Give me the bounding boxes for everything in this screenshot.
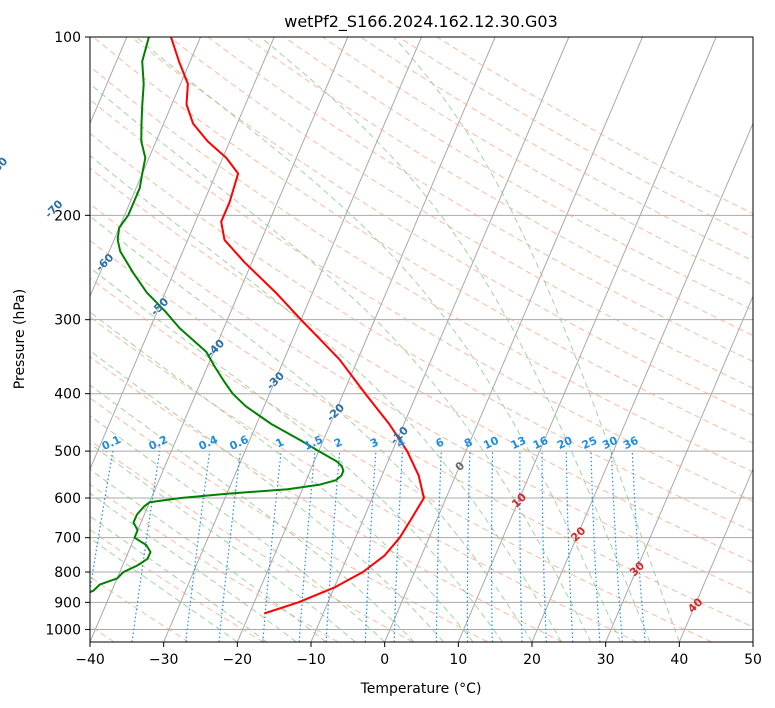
isotherm-line xyxy=(678,467,753,642)
y-tick-label: 500 xyxy=(54,444,81,460)
moist-adiabat-line xyxy=(90,537,238,642)
y-axis: 100 200 300 400 500 600 700 800 900 1000 xyxy=(45,30,90,638)
isotherm-line xyxy=(457,37,717,642)
mixing-ratio-line xyxy=(262,451,282,642)
moist-adiabat-line xyxy=(90,515,268,642)
moist-adiabat-line xyxy=(90,468,327,642)
plot-frame xyxy=(89,36,754,643)
temperature-profile-line xyxy=(170,37,425,615)
dry-adiabat-line xyxy=(90,167,753,563)
chart-title: wetPf2_S166.2024.162.12.30.G03 xyxy=(284,12,558,32)
x-tick-label: 20 xyxy=(523,652,541,668)
mixing-ratio-line xyxy=(298,451,316,642)
mixing-ratio-label: 13 xyxy=(509,434,528,452)
mixing-ratio-label: 16 xyxy=(531,434,551,452)
moist-adiabat-line xyxy=(135,37,621,642)
x-tick-label: 30 xyxy=(597,652,615,668)
mixing-ratio-line xyxy=(131,451,161,642)
dry-adiabat-label: -80 xyxy=(0,154,11,177)
dry-adiabat-line xyxy=(90,239,753,628)
dewpoint-profile-line xyxy=(90,37,345,594)
mixing-ratio-label: 36 xyxy=(621,434,641,452)
dry-adiabat-line xyxy=(90,277,712,642)
mixing-ratio-label: 25 xyxy=(580,434,599,452)
isobar-grid xyxy=(90,37,753,630)
isotherm-line xyxy=(90,37,201,298)
mixing-ratio-line xyxy=(90,450,114,594)
x-tick-label: 0 xyxy=(380,652,389,668)
x-tick-label: 10 xyxy=(449,652,467,668)
moist-adiabat-line xyxy=(90,384,415,642)
x-axis: −40 −30 −20 −10 0 10 20 30 40 50 xyxy=(75,642,762,668)
dry-adiabat-line xyxy=(131,37,753,416)
x-tick-label: −20 xyxy=(223,652,253,668)
moist-adiabat-line xyxy=(90,155,562,642)
x-tick-label: −10 xyxy=(296,652,326,668)
x-tick-label: 50 xyxy=(744,652,762,668)
isotherm-line xyxy=(163,37,422,642)
x-tick-label: −30 xyxy=(149,652,179,668)
dry-adiabat-line xyxy=(90,316,638,642)
mixing-ratio-lines xyxy=(90,450,646,642)
moist-adiabat-line xyxy=(90,492,297,642)
moist-adiabat-line xyxy=(90,415,386,642)
moist-adiabat-line xyxy=(90,350,444,642)
mixing-ratio-label: 30 xyxy=(600,434,620,452)
y-tick-label: 700 xyxy=(54,531,81,547)
moist-adiabat-line xyxy=(90,311,474,642)
dry-adiabat-line xyxy=(90,132,753,532)
dry-adiabat-line xyxy=(90,203,753,595)
mixing-ratio-line xyxy=(631,451,646,642)
mixing-ratio-line xyxy=(185,451,211,642)
dry-adiabat-line xyxy=(283,37,753,311)
y-tick-label: 200 xyxy=(54,208,81,224)
x-tick-label: 40 xyxy=(670,652,688,668)
y-tick-label: 900 xyxy=(54,595,81,611)
dry-adiabat-line xyxy=(90,483,339,642)
moist-adiabat-line xyxy=(260,37,651,642)
x-tick-label: −40 xyxy=(75,652,105,668)
y-tick-label: 1000 xyxy=(45,622,81,638)
dry-adiabat-line xyxy=(90,529,264,642)
moist-adiabat-line xyxy=(90,215,533,642)
isotherm-line xyxy=(605,295,753,642)
isotherm-line xyxy=(90,37,349,642)
isotherm-line xyxy=(384,37,643,642)
x-axis-title: Temperature (°C) xyxy=(360,681,482,697)
y-tick-label: 100 xyxy=(54,30,81,46)
dry-adiabat-line xyxy=(92,37,753,444)
dry-adiabat-line xyxy=(245,37,753,337)
dry-adiabat-line xyxy=(90,356,563,642)
isotherm-line xyxy=(90,37,275,471)
isotherm-line xyxy=(236,37,496,642)
mixing-ratio-line xyxy=(218,451,242,642)
moist-adiabat-lines xyxy=(90,37,680,642)
moist-adiabat-line xyxy=(393,37,680,642)
y-tick-label: 300 xyxy=(54,313,81,329)
dry-adiabat-line xyxy=(90,98,753,502)
y-tick-label: 400 xyxy=(54,387,81,403)
moist-adiabat-line xyxy=(90,267,503,642)
y-tick-label: 600 xyxy=(54,491,81,507)
sounding-profiles xyxy=(90,37,425,615)
plot-area xyxy=(90,37,753,642)
y-tick-label: 800 xyxy=(54,565,81,581)
mixing-ratio-label: 20 xyxy=(555,434,575,452)
mixing-ratio-label: 10 xyxy=(481,434,501,452)
y-axis-title: Pressure (hPa) xyxy=(12,289,28,389)
